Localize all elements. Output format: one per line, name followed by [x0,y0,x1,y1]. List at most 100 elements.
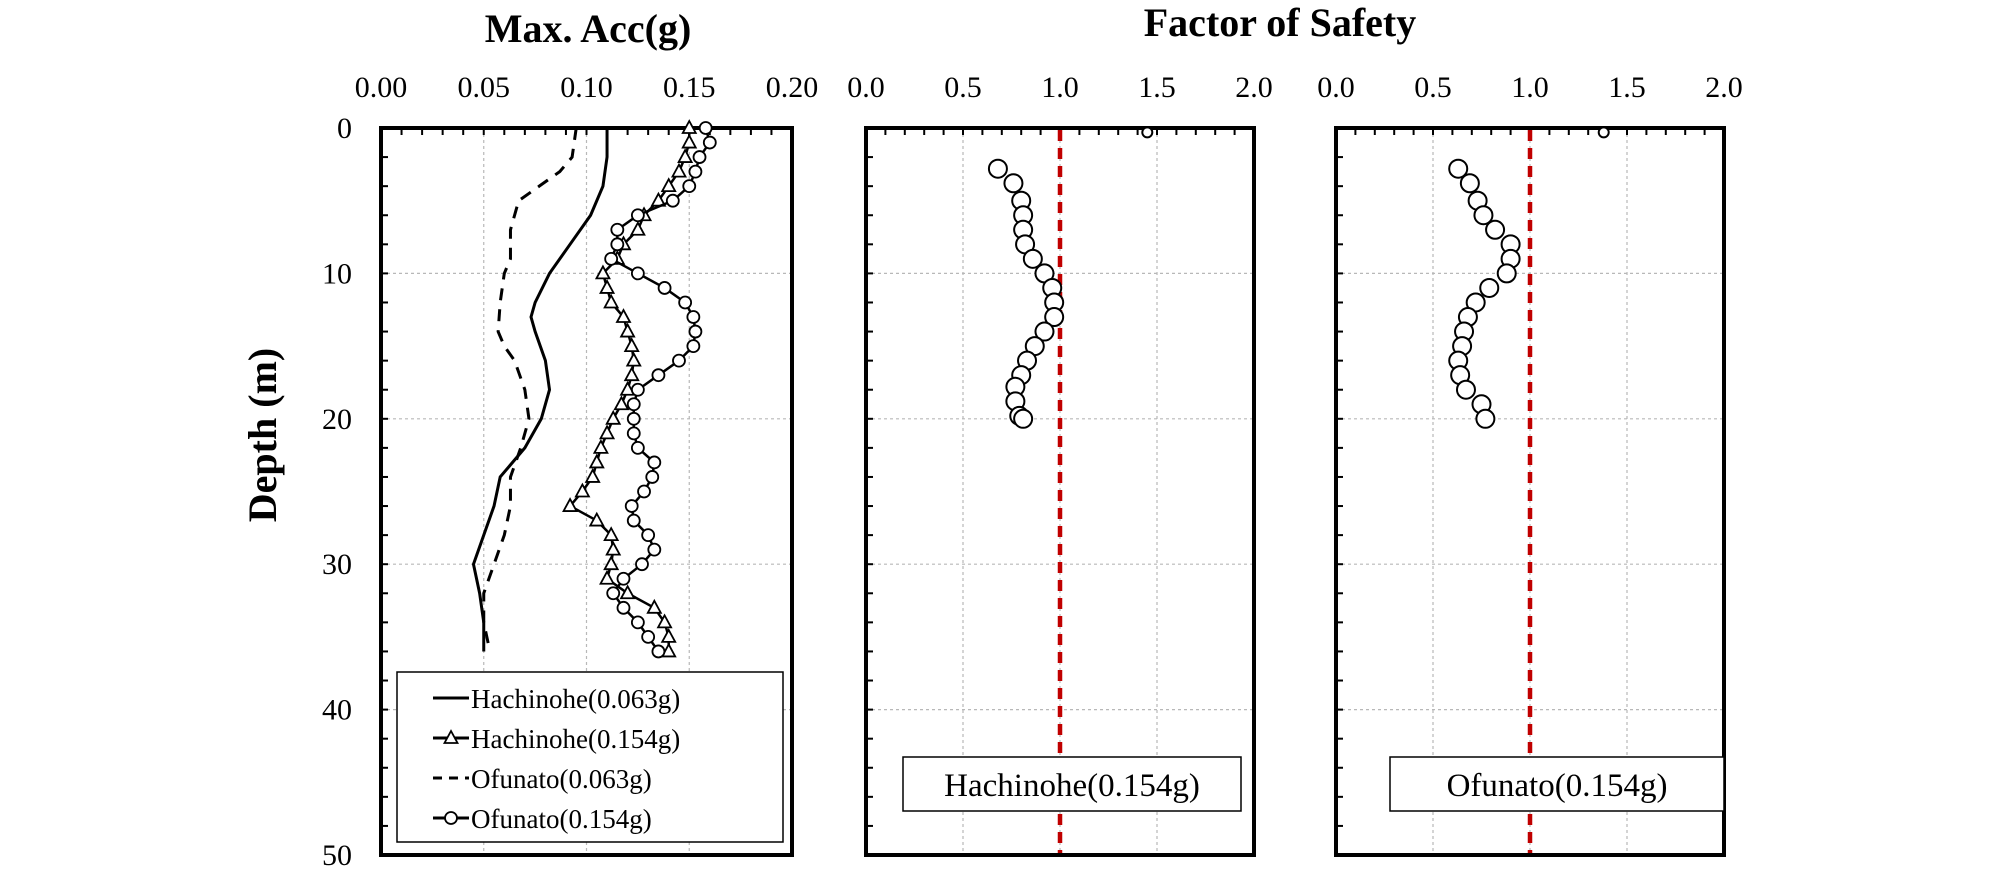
fs-chart-ofunato: 0.0 0.5 1.0 1.5 2.0 Ofunato(0.154g) [1317,71,1743,857]
data-point-triangle [613,395,630,411]
data-point-circle [630,615,645,630]
x-tick-label: 0.5 [944,71,982,104]
y-tick-label: 30 [322,548,352,581]
data-point-circle [606,586,621,601]
data-point-circle [987,158,1008,179]
data-point-circle [624,499,639,513]
data-point-circle [647,455,662,470]
series-line-3 [482,127,578,652]
data-point-triangle [603,555,620,571]
data-point-circle [1034,321,1055,342]
data-point-circle [641,528,656,543]
data-point-circle [1141,126,1154,139]
y-tick-label: 20 [322,403,352,436]
data-point-circle [702,135,717,150]
x-tick-label: 2.0 [1235,71,1273,104]
x-tick-label: 1.5 [1138,71,1176,104]
data-point-triangle [588,511,605,527]
data-point-triangle [594,264,611,280]
series-line-1 [471,128,609,652]
data-point-triangle [605,409,622,425]
x-tick-label: 0.5 [1414,71,1452,104]
data-point-triangle [619,584,636,600]
data-point-circle [1455,379,1476,400]
data-point-triangle [670,162,687,178]
data-point-circle [651,368,666,383]
data-point-triangle [615,308,632,323]
data-point-circle [626,426,641,441]
data-point-triangle [625,351,642,367]
data-point-circle [665,193,680,208]
data-point-circle [1475,408,1496,429]
x-tick-label: 2.0 [1705,71,1743,104]
data-point-triangle [660,628,677,643]
x-tick-label: 0.00 [355,71,408,104]
data-point-circle [1473,205,1494,226]
data-point-circle [626,411,641,426]
data-point-circle [1022,248,1043,269]
x-tick-label: 0.0 [847,71,885,104]
data-point-triangle [681,133,698,149]
data-point-circle [635,557,649,572]
data-point-triangle [677,148,694,163]
data-point-circle [626,513,641,528]
fs-chart-hachinohe: 0.0 0.5 1.0 1.5 2.0 Hachinohe(0.154g) [847,71,1273,857]
data-point-circle [1597,126,1610,139]
legend-label: Hachinohe(0.154g) [471,724,680,754]
y-tick-label: 50 [322,839,352,870]
x-tick-label: 0.15 [663,71,716,104]
data-point-triangle [603,293,620,309]
data-point-triangle [588,453,605,469]
x-tick-label: 0.05 [458,71,511,104]
data-point-circle [1485,219,1506,240]
data-point-circle [630,266,645,281]
data-point-circle [651,644,666,659]
legend-label: Hachinohe(0.063g) [471,684,680,714]
data-point-triangle [623,366,640,382]
plot-frame [864,126,1256,857]
data-point-circle [678,295,693,310]
data-point-circle [1003,173,1024,194]
data-point-circle [1479,277,1500,298]
data-point-circle [698,121,713,135]
data-point-circle [610,222,625,237]
legend-swatch-circle [444,811,458,825]
legend-box [396,671,784,843]
data-point-circle [688,164,703,179]
acc-chart-title: Max. Acc(g) [485,6,692,51]
data-point-circle [616,571,631,586]
y-tick-label: 0 [337,112,352,145]
data-point-circle [692,150,707,164]
data-point-triangle [599,424,616,440]
annotation-label: Ofunato(0.154g) [1447,768,1668,804]
data-point-circle [682,179,697,194]
data-point-circle [1044,307,1065,328]
plot-frame [379,126,794,857]
x-tick-label: 0.0 [1317,71,1355,104]
x-tick-label: 1.0 [1041,71,1079,104]
data-point-triangle [656,613,673,629]
legend-swatch-triangle [442,729,460,744]
data-point-circle [1496,263,1517,284]
data-point-circle [1448,158,1469,179]
x-tick-label: 0.20 [766,71,819,104]
data-point-circle [616,600,631,615]
data-point-triangle [603,526,620,542]
x-tick-label: 1.5 [1608,71,1646,104]
acc-chart: 0.00 0.05 0.10 0.15 0.20 0 10 20 30 40 50 Hachinohe… [322,71,818,870]
data-point-triangle [592,438,609,454]
y-axis-label: Depth (m) [240,348,285,522]
data-point-circle [672,353,686,368]
data-point-triangle [646,598,663,614]
y-tick-label: 10 [322,257,352,290]
data-point-circle [630,208,645,223]
data-point-circle [626,397,641,412]
data-point-circle [645,470,660,484]
data-point-triangle [660,177,677,193]
data-point-triangle [599,279,616,294]
data-point-triangle [619,380,636,396]
data-point-circle [1459,173,1480,194]
data-point-circle [657,281,672,295]
data-point-circle [686,339,701,354]
data-point-triangle [599,569,616,585]
